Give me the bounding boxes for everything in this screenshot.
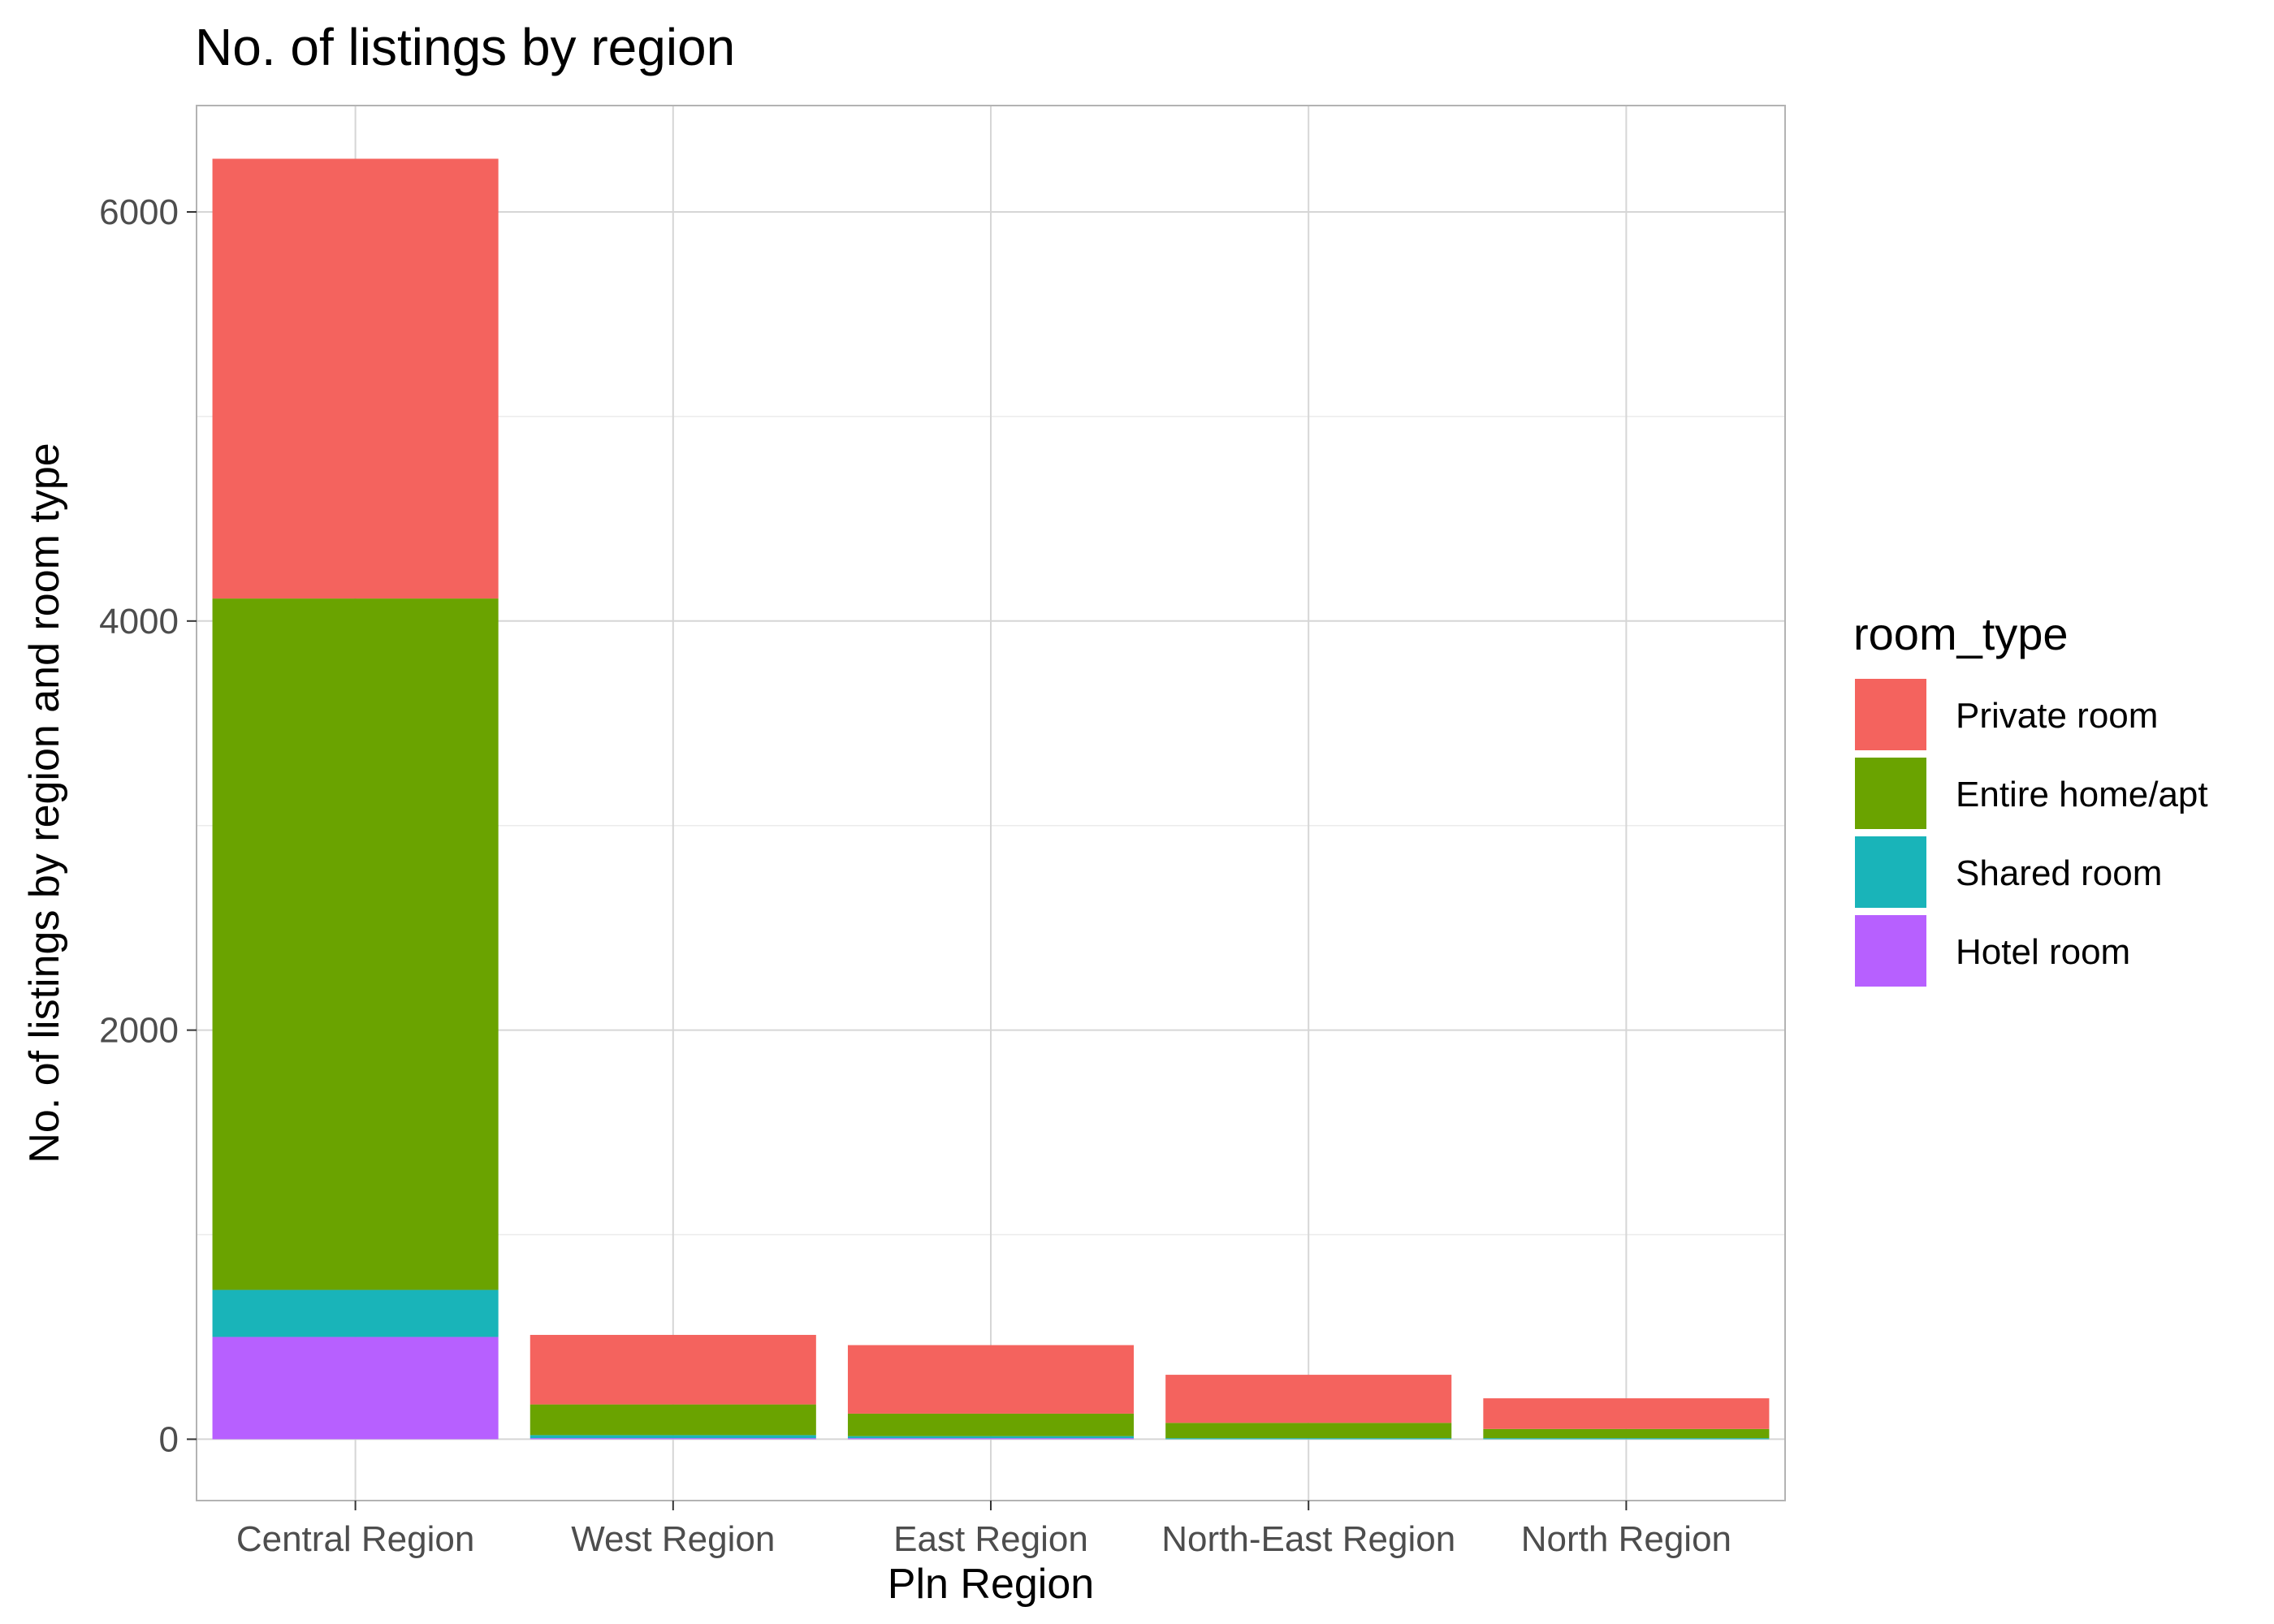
bar-segment	[1165, 1375, 1452, 1423]
x-tick-label: West Region	[571, 1519, 775, 1559]
x-axis-title: Pln Region	[888, 1561, 1094, 1608]
bars	[212, 158, 1770, 1440]
legend-label: Entire home/apt	[1956, 775, 2208, 814]
x-tick-label: Central Region	[236, 1519, 475, 1559]
legend-label: Private room	[1956, 696, 2158, 736]
bar-segment	[1483, 1438, 1770, 1440]
legend-key	[1855, 758, 1926, 829]
y-axis-title: No. of listings by region and room type	[21, 443, 68, 1163]
y-tick-label: 2000	[99, 1011, 179, 1051]
legend-label: Shared room	[1956, 853, 2162, 893]
y-tick-label: 0	[159, 1419, 179, 1459]
bar-segment	[1165, 1438, 1452, 1440]
y-tick-label: 4000	[99, 602, 179, 641]
bar-segment	[847, 1436, 1135, 1439]
legend-key	[1855, 836, 1926, 908]
legend-key	[1855, 679, 1926, 750]
bar-segment	[1483, 1428, 1770, 1439]
legend-title: room_type	[1853, 608, 2069, 659]
bar-segment	[530, 1435, 816, 1439]
legend-label: Hotel room	[1956, 932, 2130, 972]
bar-segment	[1483, 1398, 1770, 1429]
bar-segment	[847, 1413, 1135, 1436]
x-tick-label: North-East Region	[1161, 1519, 1455, 1559]
bar-segment	[847, 1438, 1135, 1440]
bar-segment	[530, 1334, 816, 1405]
bar-segment	[212, 598, 499, 1290]
y-tick-label: 6000	[99, 192, 179, 232]
bar-segment	[212, 1337, 499, 1440]
bar-segment	[212, 158, 499, 599]
bar-segment	[847, 1345, 1135, 1414]
y-axis: 0 2000 4000 6000	[99, 192, 197, 1459]
x-tick-label: North Region	[1521, 1519, 1731, 1559]
bar-segment	[530, 1404, 816, 1436]
legend: room_type Private room Entire home/apt Sha…	[1853, 608, 2208, 987]
bar-segment	[1165, 1423, 1452, 1439]
x-tick-label: East Region	[893, 1519, 1088, 1559]
bar-segment	[530, 1438, 816, 1440]
bar-segment	[212, 1289, 499, 1337]
chart-title: No. of listings by region	[195, 18, 735, 76]
legend-key	[1855, 915, 1926, 987]
x-axis: Central Region West Region East Region Nort…	[236, 1501, 1731, 1559]
